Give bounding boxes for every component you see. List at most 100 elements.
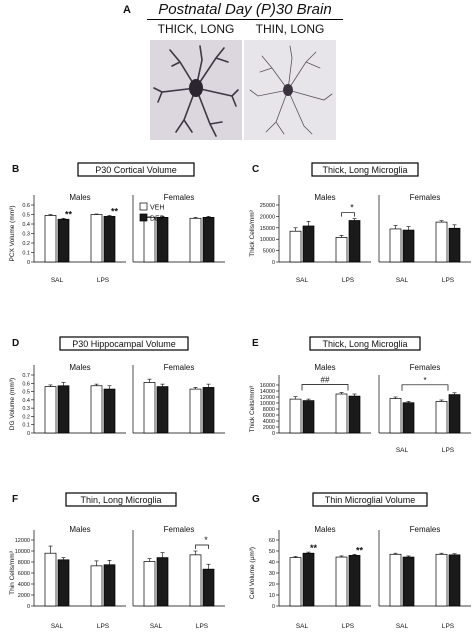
panel-title-box [59,336,189,351]
significance-marker: * [350,203,354,213]
bar-dep [402,229,415,263]
significance-marker: ** [356,545,364,555]
bar-dep [448,227,461,263]
legend-label: VEH [150,205,164,212]
bar-veh [143,561,156,607]
panel-letter: G [252,494,260,505]
bar-dep [202,387,215,434]
panel-title-box [311,162,419,177]
bar-dep [402,556,415,607]
y-tick-label: 40 [269,560,275,566]
y-tick-label: 0.1 [22,251,30,257]
panel-letter-a: A [123,4,131,16]
legend-swatch-dep [139,213,148,222]
panel-title: P30 Cortical Volume [95,165,177,175]
group-label: Males [69,525,90,534]
y-tick-label: 8000 [18,560,30,566]
significance-marker: ## [321,376,330,385]
significance-bracket [401,384,449,391]
category-label: SAL [296,623,309,630]
bar-dep [57,385,70,434]
bar-dep [103,216,116,263]
micrograph-label-thick-long: THICK, LONG [157,22,235,36]
group-label: Females [164,525,195,534]
y-tick-label: 12000 [15,538,30,544]
panel-title-box [309,336,421,351]
y-axis-label: Thick Cells/mm³ [249,209,256,256]
y-axis-label: Thin Cells/mm³ [9,550,16,595]
significance-marker: ** [310,543,318,553]
bar-veh [335,393,348,434]
panel-letter: D [12,338,19,349]
y-tick-label: 4000 [18,582,30,588]
bar-veh [189,554,202,607]
bar-dep [156,557,169,607]
bar-veh [389,398,402,434]
y-tick-label: 0 [27,260,30,266]
significance-bracket [301,384,349,391]
bar-dep [302,225,315,263]
bar-dep [57,559,70,607]
bar-dep [302,552,315,607]
y-tick-label: 0 [27,431,30,437]
bar-dep [448,394,461,434]
panel-title-box [65,492,177,507]
y-axis-label: PCX Volume (mm³) [9,206,16,262]
y-tick-label: 0.4 [22,398,30,404]
bar-dep [202,568,215,607]
bar-veh [189,217,202,263]
y-tick-label: 6000 [18,571,30,577]
legend-swatch-veh [139,202,148,211]
bar-dep [348,395,361,434]
panel-title: Thin, Long Microglia [80,495,161,505]
category-label: LPS [342,623,355,630]
y-axis-label: Cell Volume (µm³) [249,547,256,599]
bar-dep [348,220,361,263]
group-label: Females [410,363,441,372]
bar-veh [90,565,103,607]
group-label: Males [314,525,335,534]
micrograph-label-thin-long: THIN, LONG [255,22,325,36]
y-tick-label: 0.3 [22,406,30,412]
panel-title: Thick, Long Microglia [322,339,407,349]
y-tick-label: 25000 [260,203,275,209]
bar-veh [90,214,103,263]
y-tick-label: 10000 [260,401,275,407]
bar-dep [103,388,116,434]
category-label: SAL [51,277,64,284]
category-label: SAL [150,623,163,630]
bar-veh [389,553,402,607]
y-tick-label: 4000 [263,419,275,425]
bar-veh [389,228,402,263]
bar-dep [448,554,461,607]
bar-dep [103,564,116,607]
y-tick-label: 0.6 [22,203,30,209]
y-tick-label: 8000 [263,407,275,413]
panel-title-box [77,162,195,177]
bar-veh [435,553,448,607]
y-tick-label: 6000 [263,413,275,419]
y-tick-label: 0.2 [22,414,30,420]
group-label: Females [410,525,441,534]
panel-title-box [312,492,428,507]
category-label: SAL [396,623,409,630]
panel-letter: E [252,338,259,349]
y-tick-label: 10000 [15,549,30,555]
significance-marker: * [423,376,426,385]
y-tick-label: 0.1 [22,423,30,429]
bar-dep [348,555,361,607]
significance-marker: * [204,535,208,545]
category-label: LPS [196,623,209,630]
panel-title: Thin Microglial Volume [325,495,416,505]
y-tick-label: 0.5 [22,390,30,396]
category-label: LPS [97,277,110,284]
bar-veh [44,552,57,607]
y-tick-label: 0 [272,431,275,437]
category-label: SAL [396,277,409,284]
y-tick-label: 20 [269,582,275,588]
micrograph-thin-long [244,40,336,140]
bar-dep [57,218,70,263]
group-label: Females [164,363,195,372]
bar-dep [156,386,169,434]
y-axis-label: Thick Cells/mm³ [249,385,256,432]
